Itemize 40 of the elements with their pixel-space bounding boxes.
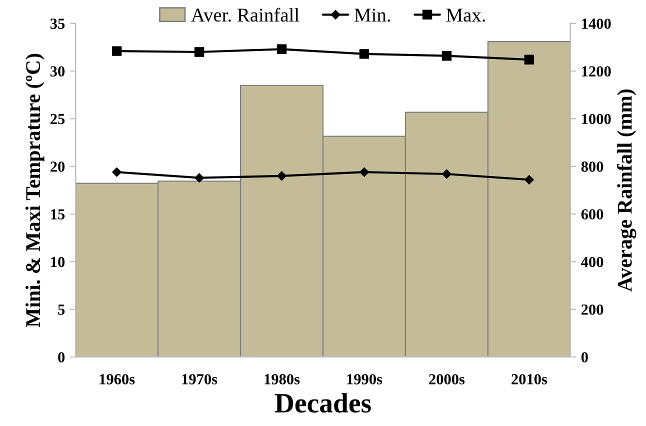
point — [112, 167, 122, 177]
y-tick-label: 20 — [50, 162, 65, 172]
y-tick-label: 35 — [50, 18, 65, 29]
point — [359, 49, 370, 59]
point — [524, 175, 534, 184]
y-tick-label: 10 — [51, 256, 65, 268]
x-tick-label: 2010s — [512, 374, 548, 384]
y-axis-title: Mini. & Maxi Temprature (ºC) — [25, 54, 44, 328]
point — [112, 46, 122, 56]
point — [194, 47, 204, 57]
x-axis-title: Decades — [274, 393, 371, 413]
y2-axis-title: Average Rainfall (mm) — [616, 89, 636, 292]
point — [442, 169, 452, 179]
y2-tick-label: 1200 — [582, 66, 611, 77]
y-tick-label: 15 — [51, 209, 65, 220]
point — [442, 50, 452, 61]
y2-tick-label: 200 — [581, 304, 604, 315]
legend-label: Aver. Rainfall — [191, 8, 300, 22]
y2-tick-label: 600 — [581, 209, 604, 220]
point — [194, 173, 204, 182]
y2-tick-label: 400 — [581, 256, 604, 268]
x-tick-label: 1980s — [264, 374, 300, 384]
point — [277, 171, 286, 181]
y2-tick-label: 800 — [581, 162, 604, 172]
point — [360, 167, 369, 177]
x-tick-label: 2000s — [429, 374, 465, 384]
y2-tick-label: 0 — [581, 352, 588, 362]
legend-label: Max. — [446, 8, 485, 22]
point — [276, 44, 287, 54]
x-tick-label: 1970s — [182, 374, 218, 384]
y2-tick-label: 1000 — [582, 114, 611, 124]
x-tick-label: 1960s — [100, 374, 135, 384]
y-tick-label: 5 — [58, 304, 65, 315]
y-tick-label: 25 — [50, 114, 65, 124]
point — [524, 54, 534, 65]
y-tick-label: 30 — [50, 66, 65, 77]
y2-tick-label: 1400 — [582, 18, 611, 29]
legend-label: Min. — [354, 8, 390, 22]
y-tick-label: 0 — [58, 352, 65, 362]
x-tick-label: 1990s — [347, 374, 382, 384]
